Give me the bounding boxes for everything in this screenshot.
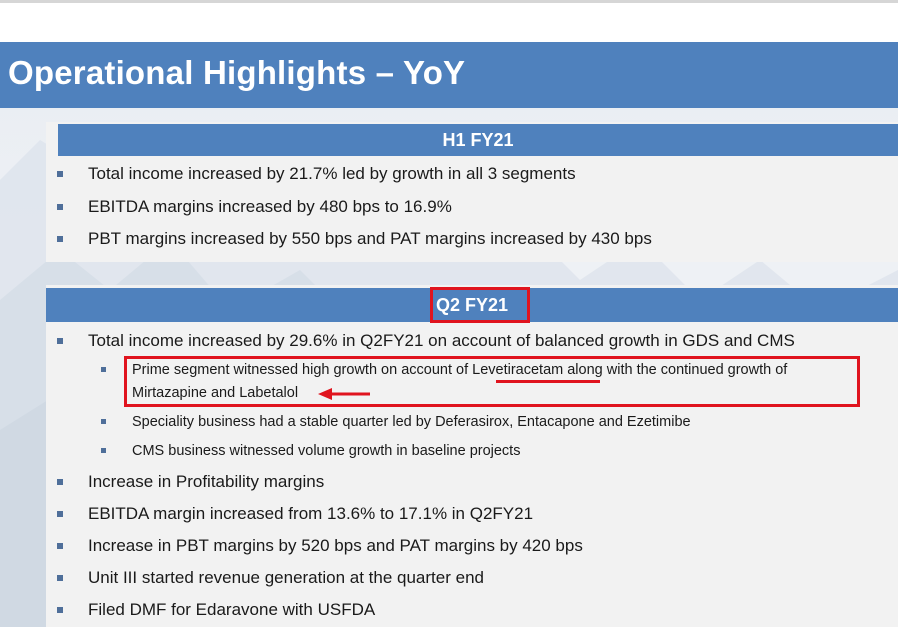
h1-header: H1 FY21 [58,124,898,156]
prime-text-levetiracetam: Levetiracetam [472,362,564,378]
bullet-marker [57,236,63,242]
levetiracetam-underline [496,380,600,383]
sub-list-item-cms: CMS business witnessed volume growth in … [132,443,521,459]
list-item: Unit III started revenue generation at t… [88,568,484,587]
q2-header-label: Q2 FY21 [435,295,509,315]
list-item: EBITDA margins increased by 480 bps to 1… [88,197,452,216]
prime-text-c: along with the continued growth of [563,362,788,378]
list-item: Increase in PBT margins by 520 bps and P… [88,536,583,555]
prime-highlight-box [124,356,860,407]
list-item: Total income increased by 29.6% in Q2FY2… [88,331,795,350]
bullet-marker [57,575,63,581]
sub-list-item-speciality: Speciality business had a stable quarter… [132,414,691,430]
bullet-marker [57,543,63,549]
prime-text-a: Prime segment witnessed high growth on a… [132,362,473,378]
list-item: Increase in Profitability margins [88,472,325,491]
bullet-marker [57,607,63,613]
sub-bullet-marker [101,367,106,372]
q2-header: Q2 FY21 [46,288,898,322]
bullet-marker [57,479,63,485]
sub-bullet-marker [101,448,106,453]
bullet-marker [57,204,63,210]
slide-title: Operational Highlights – YoY [8,54,466,91]
list-item: EBITDA margin increased from 13.6% to 17… [88,504,534,523]
bullet-marker [57,171,63,177]
bullet-marker [57,338,63,344]
sub-bullet-marker [101,419,106,424]
bullet-marker [57,511,63,517]
list-item: Total income increased by 21.7% led by g… [88,164,576,183]
title-bar [0,42,898,108]
list-item: PBT margins increased by 550 bps and PAT… [88,229,652,248]
top-divider [0,0,898,3]
q2-header-highlight-box [430,287,530,323]
q2-panel [46,285,898,627]
red-arrow-icon [318,388,370,400]
h1-header-label: H1 FY21 [442,130,514,150]
sub-list-item-prime-line2: Mirtazapine and Labetalol [132,385,299,401]
sub-list-item-prime-line1: Prime segment witnessed high growth on a… [132,362,787,378]
list-item: Filed DMF for Edaravone with USFDA [88,600,376,619]
